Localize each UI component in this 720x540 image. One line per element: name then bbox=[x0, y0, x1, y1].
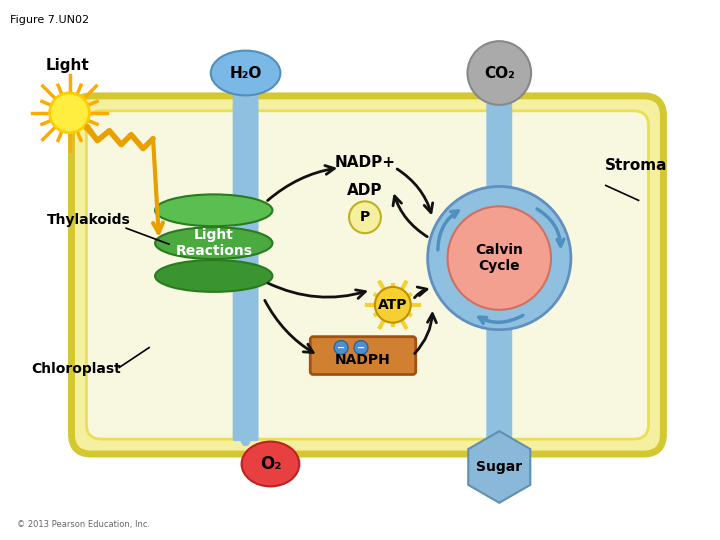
Ellipse shape bbox=[211, 51, 280, 96]
Ellipse shape bbox=[155, 260, 272, 292]
Text: O₂: O₂ bbox=[260, 455, 282, 473]
Circle shape bbox=[334, 341, 348, 355]
Text: Light: Light bbox=[45, 58, 89, 72]
Text: ADP: ADP bbox=[347, 183, 383, 198]
FancyBboxPatch shape bbox=[86, 111, 649, 439]
Text: NADPH: NADPH bbox=[335, 353, 391, 367]
Text: ATP: ATP bbox=[378, 298, 408, 312]
Ellipse shape bbox=[155, 227, 272, 259]
Text: Calvin
Cycle: Calvin Cycle bbox=[475, 243, 523, 273]
Text: CO₂: CO₂ bbox=[484, 65, 515, 80]
Text: P: P bbox=[360, 210, 370, 224]
Circle shape bbox=[467, 41, 531, 105]
Text: Chloroplast: Chloroplast bbox=[32, 362, 122, 376]
Circle shape bbox=[448, 206, 551, 310]
Circle shape bbox=[428, 186, 571, 330]
Text: Figure 7.UN02: Figure 7.UN02 bbox=[10, 15, 89, 25]
FancyBboxPatch shape bbox=[71, 96, 663, 454]
Text: H₂O: H₂O bbox=[230, 65, 262, 80]
Ellipse shape bbox=[155, 194, 272, 226]
Circle shape bbox=[349, 201, 381, 233]
Circle shape bbox=[375, 287, 410, 323]
FancyBboxPatch shape bbox=[486, 59, 512, 461]
Text: Light
Reactions: Light Reactions bbox=[175, 228, 252, 258]
FancyBboxPatch shape bbox=[310, 336, 415, 374]
Text: © 2013 Pearson Education, Inc.: © 2013 Pearson Education, Inc. bbox=[17, 519, 150, 529]
Text: Sugar: Sugar bbox=[476, 460, 522, 474]
Circle shape bbox=[354, 341, 368, 355]
Text: −: − bbox=[337, 342, 345, 353]
Text: Stroma: Stroma bbox=[606, 158, 668, 173]
Text: −: − bbox=[357, 342, 365, 353]
Text: Thylakoids: Thylakoids bbox=[47, 213, 130, 227]
FancyBboxPatch shape bbox=[233, 59, 258, 441]
Ellipse shape bbox=[242, 442, 300, 487]
Text: NADP+: NADP+ bbox=[335, 155, 395, 170]
Polygon shape bbox=[468, 431, 531, 503]
Circle shape bbox=[50, 93, 89, 133]
